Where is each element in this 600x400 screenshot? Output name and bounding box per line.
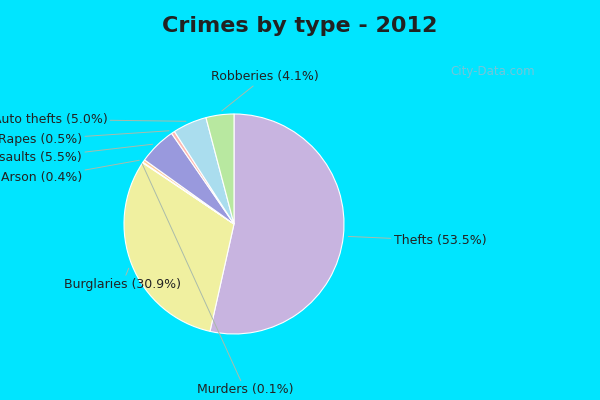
Text: Murders (0.1%): Murders (0.1%) <box>142 164 293 396</box>
Wedge shape <box>145 134 234 224</box>
Text: Assaults (5.5%): Assaults (5.5%) <box>0 144 152 164</box>
Text: Rapes (0.5%): Rapes (0.5%) <box>0 131 169 146</box>
Wedge shape <box>124 163 234 331</box>
Text: Thefts (53.5%): Thefts (53.5%) <box>348 234 486 247</box>
Text: Crimes by type - 2012: Crimes by type - 2012 <box>163 16 437 36</box>
Text: Arson (0.4%): Arson (0.4%) <box>1 160 139 184</box>
Text: Burglaries (30.9%): Burglaries (30.9%) <box>64 268 181 291</box>
Wedge shape <box>206 114 234 224</box>
Wedge shape <box>143 160 234 224</box>
Wedge shape <box>210 114 344 334</box>
Wedge shape <box>172 132 234 224</box>
Text: Robberies (4.1%): Robberies (4.1%) <box>211 70 319 111</box>
Wedge shape <box>175 118 234 224</box>
Wedge shape <box>143 162 234 224</box>
Text: Auto thefts (5.0%): Auto thefts (5.0%) <box>0 113 186 126</box>
Text: City-Data.com: City-Data.com <box>450 66 535 78</box>
